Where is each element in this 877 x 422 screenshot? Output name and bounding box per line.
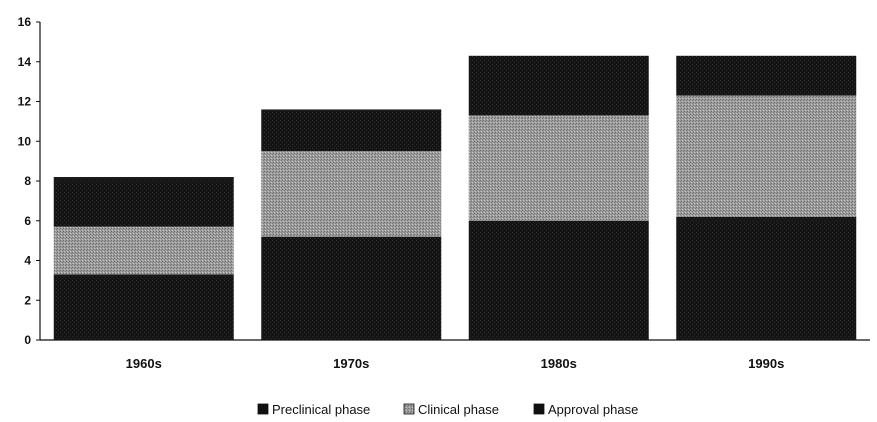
bar-segment-approval: [261, 109, 442, 152]
x-category-label: 1960s: [126, 356, 162, 371]
legend-swatch: [533, 403, 545, 415]
y-tick-label: 8: [24, 174, 31, 188]
y-tick-label: 2: [24, 293, 31, 307]
y-tick-label: 0: [24, 333, 31, 347]
bar-segment-approval: [468, 55, 649, 116]
x-axis: 1960s 1970s 1980s 1990s: [40, 339, 870, 371]
y-tick-label: 4: [24, 254, 31, 268]
bar-segment-approval: [53, 177, 234, 227]
legend-label: Clinical phase: [418, 402, 499, 417]
legend-swatch: [257, 403, 269, 415]
bar-segment-approval: [676, 55, 857, 96]
bar-segment-clinical: [676, 95, 857, 217]
y-axis: 0 2 4 6 8 10 12 14 16: [18, 15, 41, 347]
bar-segment-preclinical: [676, 216, 857, 340]
y-tick-label: 6: [24, 214, 31, 228]
y-tick-label: 14: [18, 55, 32, 69]
bar-segment-clinical: [468, 115, 649, 221]
bar-segment-clinical: [261, 151, 442, 237]
bar-segment-preclinical: [468, 220, 649, 340]
y-tick-label: 16: [18, 15, 32, 29]
x-category-label: 1970s: [333, 356, 369, 371]
legend-label: Approval phase: [548, 402, 638, 417]
legend-swatch: [403, 403, 415, 415]
bar-segment-preclinical: [53, 274, 234, 340]
x-category-label: 1980s: [541, 356, 577, 371]
bars: [53, 55, 857, 340]
x-category-label: 1990s: [748, 356, 784, 371]
y-tick-label: 12: [18, 95, 32, 109]
y-tick-label: 10: [18, 134, 32, 148]
bar-segment-preclinical: [261, 236, 442, 340]
bar-segment-clinical: [53, 226, 234, 275]
legend: Preclinical phase Clinical phase Approval …: [257, 402, 638, 417]
legend-label: Preclinical phase: [272, 402, 370, 417]
